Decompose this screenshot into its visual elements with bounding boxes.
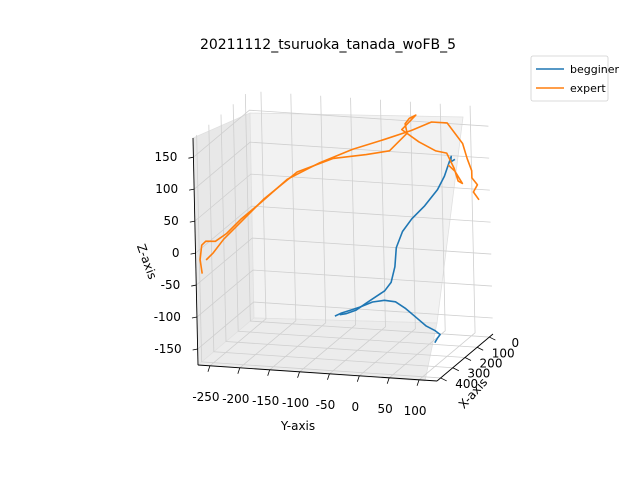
x-gridline (208, 124, 453, 369)
x-tick-mark (440, 377, 447, 382)
y-tick-label: -250 (192, 390, 219, 404)
legend: begginer expert (530, 55, 620, 102)
y-tick-label: -200 (222, 392, 249, 406)
series-line-begginer-segment-b (334, 299, 441, 344)
z-tick-label: 100 (155, 182, 178, 196)
z-tick-mark (188, 156, 194, 159)
legend-box (530, 55, 609, 102)
y-tick-mark (237, 367, 241, 374)
z-tick-label: 0 (172, 246, 180, 260)
y-tick-mark (327, 373, 330, 380)
z-gridline (195, 237, 492, 286)
y-gridline (209, 91, 267, 367)
x-tick-label: 300 (467, 367, 490, 381)
y-tick-label: 100 (404, 404, 427, 418)
x-gridline (196, 134, 441, 379)
z-tick-mark (189, 220, 195, 223)
z-axis-label: Z-axis (134, 242, 160, 281)
y-gridline (269, 95, 327, 371)
y-tick-mark (207, 365, 211, 372)
series-layer (199, 114, 480, 344)
z-gridline (197, 301, 493, 350)
axis-line (197, 364, 438, 382)
x-gridline (244, 94, 490, 338)
y-tick-mark (267, 369, 271, 376)
y-tick-mark (356, 375, 360, 382)
y-tick-mark (416, 379, 420, 386)
x-tick-label: 100 (492, 346, 515, 360)
z-tick-mark (192, 348, 198, 351)
z-tick-mark (190, 252, 196, 255)
z-tick-label: -100 (154, 310, 181, 324)
chart-title: 20211112_tsuruoka_tanada_woFB_5 (200, 37, 456, 53)
y-axis-label: Y-axis (280, 419, 315, 433)
y-tick-mark (386, 377, 390, 384)
z-tick-mark (189, 188, 195, 191)
y-gridline (299, 97, 356, 373)
z-tick-label: -50 (161, 278, 181, 292)
x-tick-mark (464, 357, 472, 361)
x-tick-label: 0 (512, 336, 520, 350)
y-axis-ticks: -250 -200 -150 -100 -50 0 50 100 (192, 365, 427, 418)
y-gridline (359, 101, 416, 377)
y-tick-label: -100 (282, 396, 309, 410)
series-line-expert (199, 121, 480, 274)
x-tick-mark (476, 346, 484, 351)
y-tick-label: 50 (378, 402, 393, 416)
x-tick-label: 200 (480, 357, 503, 371)
y-tick-label: -150 (252, 394, 279, 408)
legend-label-begginer: begginer (570, 63, 620, 76)
y-tick-mark (297, 371, 300, 378)
y-gridline (239, 93, 297, 369)
y-gridline (329, 99, 386, 375)
z-tick-label: 150 (155, 150, 178, 164)
z-gridline (193, 141, 490, 190)
z-gridline (193, 109, 489, 158)
axis-line (192, 137, 199, 366)
x-tick-label: 400 (455, 377, 478, 391)
series-line-expert-segment-b (205, 114, 464, 261)
y-tick-label: 0 (352, 400, 360, 414)
axes-panes (192, 112, 464, 382)
x-gridline (232, 104, 478, 348)
y-tick-label: -50 (316, 398, 336, 412)
z-gridline (194, 173, 490, 222)
x-tick-mark (489, 336, 496, 341)
x-tick-mark (452, 367, 460, 372)
z-tick-mark (191, 284, 197, 287)
z-gridline (196, 269, 492, 318)
x-gridline (220, 114, 466, 358)
z-tick-mark (191, 316, 198, 319)
z-gridline (195, 205, 491, 254)
z-axis-ticks: 150 100 50 0 -50 -100 -150 (154, 150, 198, 356)
z-tick-label: 50 (164, 214, 179, 228)
legend-label-expert: expert (570, 82, 606, 95)
y-gridline (418, 105, 476, 381)
z-tick-label: -150 (154, 342, 181, 356)
